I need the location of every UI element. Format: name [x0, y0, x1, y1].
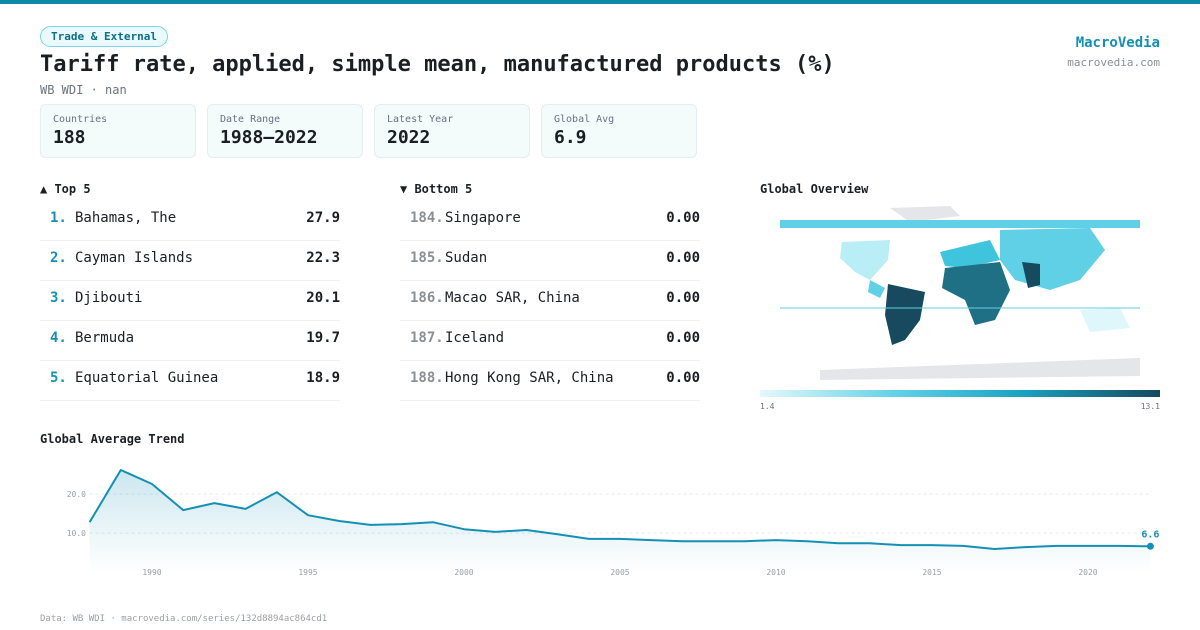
- stat-label: Date Range: [220, 114, 281, 125]
- value: 18.9: [306, 370, 340, 386]
- africa: [942, 262, 1010, 325]
- brand: MacroVedia: [1075, 35, 1160, 51]
- end-point: [1146, 542, 1154, 550]
- antarctica: [820, 358, 1140, 380]
- stat-value: 1988–2022: [220, 127, 318, 148]
- country: Singapore: [445, 210, 521, 226]
- europe: [940, 240, 1000, 268]
- x-tick-label: 1990: [142, 568, 161, 577]
- x-tick-label: 1995: [298, 568, 317, 577]
- top-bar: [0, 0, 1200, 4]
- rank: 1.: [50, 210, 67, 226]
- stat-card: Latest Year 2022: [374, 104, 530, 158]
- country: Djibouti: [75, 290, 143, 306]
- value: 0.00: [666, 290, 700, 306]
- stat-value: 188: [53, 127, 86, 148]
- country: Equatorial Guinea: [75, 370, 219, 386]
- rank: 184.: [410, 210, 444, 226]
- value: 22.3: [306, 250, 340, 266]
- category-tag: Trade & External: [40, 26, 168, 47]
- ranking-row: 1. Bahamas, The 27.9: [40, 200, 340, 241]
- world-map: 1.4 13.1: [760, 206, 1160, 411]
- x-tick-label: 2015: [922, 568, 941, 577]
- chart-title: Global Average Trend: [40, 432, 185, 446]
- value: 0.00: [666, 330, 700, 346]
- australia: [1080, 308, 1130, 332]
- ranking-row: 185. Sudan 0.00: [400, 240, 700, 281]
- rank: 187.: [410, 330, 444, 346]
- stat-value: 6.9: [554, 127, 587, 148]
- section-title: ▼ Bottom 5: [400, 182, 473, 196]
- value: 19.7: [306, 330, 340, 346]
- scale-min: 1.4: [760, 402, 775, 411]
- end-label: 6.6: [1141, 529, 1159, 540]
- x-tick-label: 2020: [1078, 568, 1097, 577]
- value: 27.9: [306, 210, 340, 226]
- value: 20.1: [306, 290, 340, 306]
- rank: 185.: [410, 250, 444, 266]
- rank: 5.: [50, 370, 67, 386]
- rank: 3.: [50, 290, 67, 306]
- trend-chart: 10.0 20.0 1990 1995 2000 2005 2010 2015 2020 6.6: [67, 469, 1159, 577]
- stat-label: Countries: [53, 114, 108, 125]
- rank: 2.: [50, 250, 67, 266]
- stat-value: 2022: [387, 127, 431, 148]
- x-tick-label: 2005: [610, 568, 629, 577]
- value: 0.00: [666, 370, 700, 386]
- rank: 4.: [50, 330, 67, 346]
- ranking-row: 187. Iceland 0.00: [400, 320, 700, 361]
- country: Sudan: [445, 250, 488, 266]
- country: Cayman Islands: [75, 250, 194, 266]
- country: Bermuda: [75, 330, 135, 346]
- site: macrovedia.com: [1067, 56, 1160, 69]
- country: Iceland: [445, 330, 505, 346]
- north-america: [840, 240, 890, 280]
- asia: [1000, 228, 1105, 290]
- value: 0.00: [666, 250, 700, 266]
- area: [89, 470, 1151, 572]
- ranking-row: 3. Djibouti 20.1: [40, 280, 340, 321]
- stat-label: Latest Year: [387, 114, 454, 125]
- section-title: ▲ Top 5: [40, 182, 91, 196]
- ranking-row: 4. Bermuda 19.7: [40, 320, 340, 361]
- scale-max: 13.1: [1141, 402, 1160, 411]
- footer: Data: WB WDI · macrovedia.com/series/132…: [40, 614, 328, 624]
- ranking-row: 188. Hong Kong SAR, China 0.00: [400, 360, 700, 401]
- arctic-band: [780, 220, 1140, 228]
- ranking-row: 186. Macao SAR, China 0.00: [400, 280, 700, 321]
- stat-card: Countries 188: [40, 104, 196, 158]
- country: Macao SAR, China: [445, 290, 580, 306]
- ranking-row: 5. Equatorial Guinea 18.9: [40, 360, 340, 401]
- stat-card: Date Range 1988–2022: [207, 104, 363, 158]
- ranking-row: 2. Cayman Islands 22.3: [40, 240, 340, 281]
- y-tick-label: 10.0: [67, 529, 86, 538]
- rank: 186.: [410, 290, 444, 306]
- south-asia: [1022, 262, 1040, 288]
- line: [88, 469, 1151, 550]
- stat-card: Global Avg 6.9: [541, 104, 697, 158]
- ranking-row: 184. Singapore 0.00: [400, 200, 700, 241]
- greenland: [890, 206, 960, 222]
- page-title: Tariff rate, applied, simple mean, manuf…: [40, 52, 835, 77]
- color-scale: [760, 390, 1160, 397]
- stat-label: Global Avg: [554, 114, 615, 125]
- x-tick-label: 2010: [766, 568, 785, 577]
- country: Bahamas, The: [75, 210, 177, 226]
- x-tick-label: 2000: [454, 568, 473, 577]
- rank: 188.: [410, 370, 444, 386]
- section-title: Global Overview: [760, 182, 869, 196]
- subtitle: WB WDI · nan: [40, 83, 127, 97]
- central-america: [868, 280, 885, 298]
- south-america: [885, 284, 925, 345]
- country: Hong Kong SAR, China: [445, 370, 614, 386]
- value: 0.00: [666, 210, 700, 226]
- y-tick-label: 20.0: [67, 490, 86, 499]
